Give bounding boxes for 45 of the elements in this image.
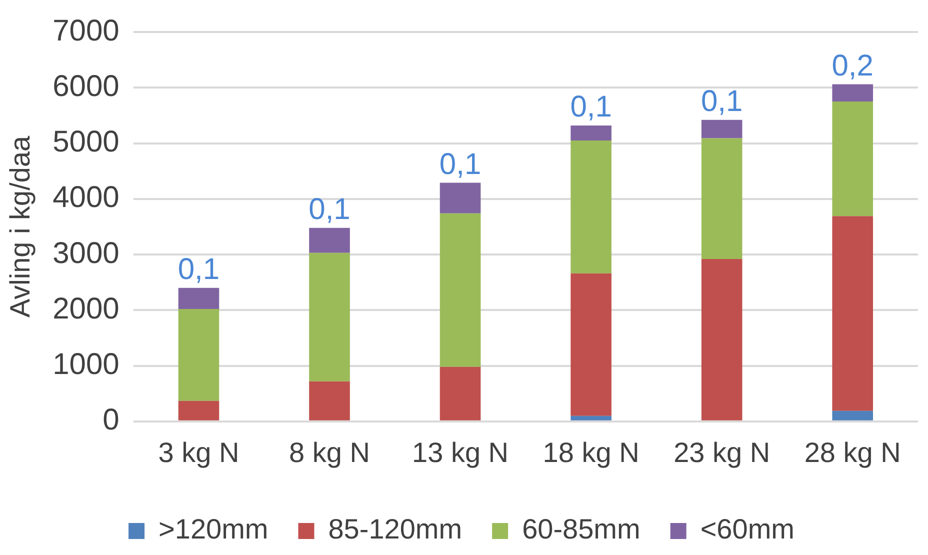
annotation: 0,1 <box>308 193 350 226</box>
bar <box>440 182 481 214</box>
bar <box>570 125 612 140</box>
x-tick-label: 8 kg N <box>289 436 370 468</box>
y-tick-label: 6000 <box>52 70 120 103</box>
bar <box>570 273 612 416</box>
bar <box>701 120 742 138</box>
bar <box>832 410 874 420</box>
bar <box>178 288 220 310</box>
legend-label: <60mm <box>700 514 794 545</box>
bar <box>832 84 874 102</box>
annotation: 0,1 <box>178 253 220 286</box>
bar <box>178 309 220 401</box>
bar <box>309 228 350 253</box>
annotation: 0,1 <box>700 85 743 118</box>
bar <box>178 400 220 420</box>
bar <box>832 102 874 216</box>
x-tick-label: 18 kg N <box>542 436 640 468</box>
x-tick-label: 13 kg N <box>412 436 509 468</box>
y-tick-label: 2000 <box>52 292 120 326</box>
y-tick-label: 1000 <box>52 348 120 382</box>
bar <box>701 258 742 420</box>
y-tick-label: 0 <box>102 404 120 437</box>
y-axis-title: Avling i kg/daa <box>4 135 36 318</box>
annotation: 0,1 <box>570 90 612 124</box>
bar <box>440 213 481 367</box>
annotation: 0,1 <box>439 148 482 182</box>
x-tick-label: 23 kg N <box>674 436 770 468</box>
bar <box>309 252 350 382</box>
y-tick-label: 7000 <box>52 14 120 48</box>
bar <box>570 140 612 274</box>
x-tick-label: 28 kg N <box>804 436 901 468</box>
annotation: 0,2 <box>832 50 874 83</box>
legend-label: >120mm <box>158 514 268 545</box>
bar <box>309 381 350 420</box>
x-tick-label: 3 kg N <box>158 436 240 468</box>
y-tick-label: 3000 <box>52 236 120 270</box>
y-tick-label: 5000 <box>52 126 120 159</box>
legend-label: 85-120mm <box>328 514 462 545</box>
y-tick-label: 4000 <box>52 181 120 214</box>
bar <box>440 366 481 420</box>
bar <box>832 216 874 411</box>
legend-label: 60-85mm <box>522 514 640 545</box>
bar <box>701 138 742 259</box>
bar <box>570 416 612 420</box>
